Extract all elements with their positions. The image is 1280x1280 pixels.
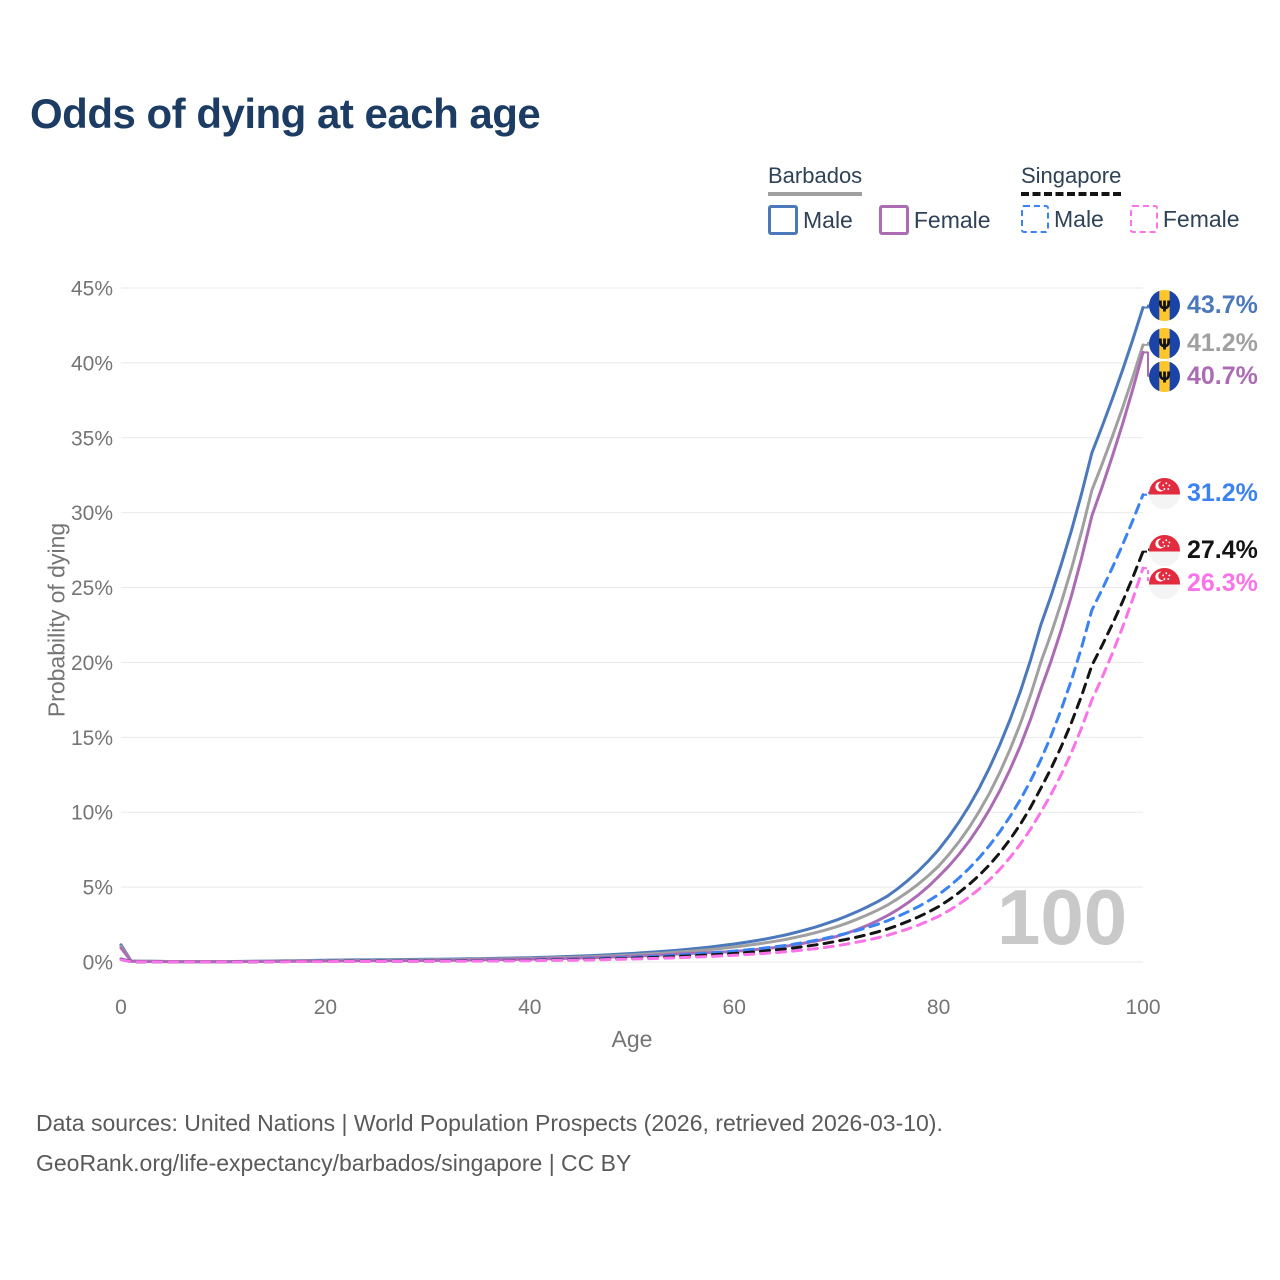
legend-item-barbados-female[interactable]: Female bbox=[878, 205, 991, 235]
x-axis-title: Age bbox=[611, 1026, 653, 1052]
end-label-barbados-female: Ψ 40.7% bbox=[1149, 360, 1258, 392]
y-tick-label: 30% bbox=[71, 502, 113, 525]
singapore-flag-icon bbox=[1149, 477, 1180, 509]
series-line-singapore-male bbox=[119, 493, 1145, 964]
end-label-barbados-both-sexes: Ψ 41.2% bbox=[1149, 327, 1258, 359]
series-line-singapore-female bbox=[119, 566, 1145, 964]
barbados-flag-icon: Ψ bbox=[1149, 360, 1180, 392]
svg-text:Ψ: Ψ bbox=[1158, 297, 1171, 315]
legend-group-singapore: Singapore Male Female bbox=[1021, 163, 1240, 233]
age-counter: 100 bbox=[997, 873, 1128, 961]
y-tick-label: 5% bbox=[83, 877, 113, 900]
y-tick-label: 10% bbox=[71, 802, 113, 825]
x-tick-label: 60 bbox=[723, 996, 746, 1019]
singapore-male-swatch-icon bbox=[1021, 205, 1049, 233]
y-tick-label: 35% bbox=[71, 427, 113, 450]
legend-item-label: Female bbox=[1162, 205, 1240, 232]
footer-link: GeoRank.org/life-expectancy/barbados/sin… bbox=[36, 1150, 632, 1176]
singapore-flag-icon bbox=[1149, 567, 1180, 599]
y-tick-label: 25% bbox=[71, 577, 113, 600]
svg-text:Ψ: Ψ bbox=[1158, 368, 1171, 386]
singapore-female-swatch-icon bbox=[1129, 205, 1158, 233]
legend-item-label: Male bbox=[803, 206, 853, 233]
end-label-value: 26.3% bbox=[1187, 568, 1258, 597]
singapore-flag-icon bbox=[1149, 534, 1180, 566]
y-tick-label: 40% bbox=[71, 352, 113, 375]
end-label-value: 31.2% bbox=[1187, 478, 1258, 507]
end-label-value: 43.7% bbox=[1187, 290, 1258, 319]
series-line-barbados-female bbox=[119, 350, 1145, 964]
end-label-value: 27.4% bbox=[1187, 535, 1258, 564]
legend-item-singapore-female[interactable]: Female bbox=[1129, 205, 1240, 233]
page-title: Odds of dying at each age bbox=[30, 90, 541, 137]
legend-item-singapore-male[interactable]: Male bbox=[1021, 205, 1104, 233]
end-label-singapore-male: 31.2% bbox=[1149, 477, 1258, 509]
legend-header-singapore: Singapore bbox=[1021, 163, 1122, 196]
x-tick-label: 80 bbox=[927, 996, 950, 1019]
legend-item-barbados-male[interactable]: Male bbox=[768, 205, 853, 235]
x-tick-label: 20 bbox=[314, 996, 337, 1019]
series-line-singapore-both-sexes bbox=[119, 550, 1145, 964]
end-label-singapore-both-sexes: 27.4% bbox=[1149, 534, 1258, 566]
legend-row-singapore: Male Female bbox=[1021, 205, 1240, 233]
end-label-barbados-male: Ψ 43.7% bbox=[1149, 289, 1258, 321]
footer-source: Data sources: United Nations | World Pop… bbox=[36, 1110, 943, 1136]
series-line-barbados-male bbox=[119, 306, 1145, 964]
y-tick-label: 20% bbox=[71, 652, 113, 675]
x-tick-label: 0 bbox=[115, 996, 127, 1019]
y-tick-label: 15% bbox=[71, 727, 113, 750]
barbados-flag-icon: Ψ bbox=[1149, 327, 1180, 359]
legend-row-barbados: Male Female bbox=[768, 205, 991, 235]
end-label-value: 40.7% bbox=[1187, 361, 1258, 390]
legend-country-label: Singapore bbox=[1021, 163, 1122, 188]
y-tick-label: 45% bbox=[71, 278, 113, 301]
barbados-female-swatch-icon bbox=[878, 205, 909, 235]
end-label-singapore-female: 26.3% bbox=[1149, 567, 1258, 599]
barbados-flag-icon: Ψ bbox=[1149, 289, 1180, 321]
legend-item-label: Female bbox=[913, 206, 991, 233]
x-tick-label: 40 bbox=[518, 996, 541, 1019]
plot-area: 0% 5% 10% 15% 20% 25% 30% 35% 40% 45% 0 20 40 60 80 100 bbox=[71, 278, 1161, 1020]
legend-group-barbados: Barbados Male Female bbox=[768, 163, 991, 235]
legend-item-label: Male bbox=[1054, 205, 1104, 232]
y-axis-title: Probability of dying bbox=[43, 522, 70, 718]
barbados-male-swatch-icon bbox=[768, 205, 798, 235]
x-tick-label: 100 bbox=[1125, 996, 1160, 1019]
legend-country-label: Barbados bbox=[768, 163, 863, 188]
svg-text:Ψ: Ψ bbox=[1158, 335, 1171, 353]
legend-header-barbados: Barbados bbox=[768, 163, 863, 196]
end-label-value: 41.2% bbox=[1187, 328, 1258, 357]
y-tick-label: 0% bbox=[83, 952, 113, 975]
